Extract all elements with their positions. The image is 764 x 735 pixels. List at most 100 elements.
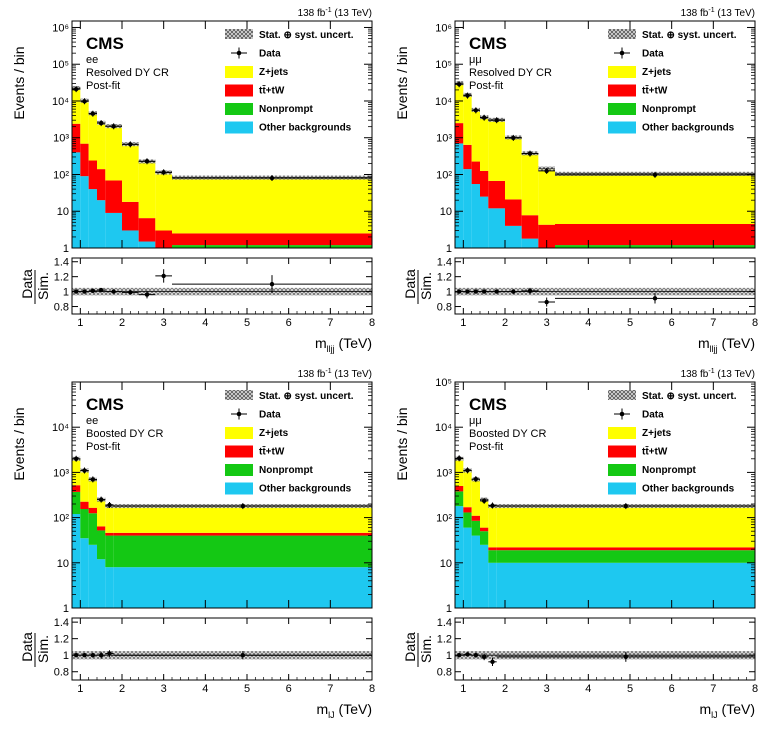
x-tick-label: 7 [327, 317, 333, 329]
fit-label: Post-fit [86, 80, 120, 92]
lumi-value: 138 fb [298, 369, 326, 380]
data-point [82, 99, 87, 104]
lumi-value: 138 fb [681, 369, 709, 380]
x-tick-label: 8 [752, 317, 758, 329]
y-tick-label: 10 [57, 558, 69, 570]
x-tick-label: 7 [710, 683, 716, 695]
bar-z-jets [97, 122, 106, 170]
x-tick-label: 6 [286, 683, 292, 695]
legend: Stat. ⊕ syst. uncert. Data Z+jets tt̄+tW Non… [608, 390, 737, 495]
y-tick-label: 10⁴ [435, 422, 452, 434]
legend-swatch-uncertainty [608, 390, 636, 400]
bar-other-backgrounds [80, 176, 89, 248]
y-tick-label: 10⁵ [435, 377, 452, 389]
x-tick-label: 7 [710, 317, 716, 329]
data-point [465, 93, 470, 98]
ratio-frame [71, 257, 373, 315]
bar-nonprompt [105, 535, 114, 568]
lumi-exponent: -1 [708, 7, 714, 14]
ratio-point [90, 288, 96, 294]
ratio-point [98, 653, 104, 658]
x-axis-subscript: lJ [328, 710, 335, 720]
bar-nonprompt [113, 535, 373, 568]
ratio-point [481, 654, 487, 660]
bar-tt-tw [538, 224, 555, 248]
bar-z-jets [80, 470, 89, 502]
x-axis-label: mlJ (TeV) [699, 701, 755, 720]
bar-other-backgrounds [488, 562, 497, 608]
y-tick-label: 1 [63, 243, 69, 255]
data-point [144, 158, 150, 164]
bar-other-backgrounds [455, 506, 464, 608]
data-point [623, 503, 629, 509]
bar-nonprompt [555, 245, 755, 248]
legend-data-marker [236, 411, 242, 417]
bar-nonprompt [455, 491, 464, 507]
ratio-y-tick-label: 1.2 [54, 634, 69, 646]
bar-other-backgrounds [471, 535, 480, 608]
x-tick-label: 3 [544, 683, 550, 695]
legend-label: Data [642, 410, 664, 421]
bar-z-jets [122, 144, 139, 202]
x-tick-label: 5 [244, 683, 250, 695]
bar-z-jets [471, 479, 480, 516]
x-tick-label: 6 [669, 317, 675, 329]
ratio-point [481, 289, 487, 294]
x-tick-label: 4 [585, 317, 591, 329]
data-point [527, 151, 533, 156]
data-point [240, 503, 246, 509]
bar-tt-tw [455, 486, 464, 492]
bar-tt-tw [88, 160, 97, 190]
cms-logo-text: CMS [86, 395, 124, 414]
x-axis-unit: (TeV) [335, 701, 372, 717]
legend-label: Other backgrounds [259, 484, 352, 495]
y-tick-label: 1 [446, 603, 452, 615]
lumi-exponent: -1 [325, 7, 331, 14]
bar-z-jets [80, 100, 89, 144]
ratio-point [652, 296, 658, 301]
legend-label: Nonprompt [259, 104, 314, 115]
bar-z-jets [97, 499, 106, 527]
x-axis-label: mlJ (TeV) [316, 701, 372, 720]
bar-other-backgrounds [97, 559, 106, 608]
bar-other-backgrounds [88, 189, 97, 248]
channel-label: μμ [469, 54, 482, 66]
data-point [544, 168, 549, 174]
chart-panel-1: 1 10 10² 10³ 10⁴ 10⁵ 10⁶ 0.8 1 1.2 1.4 1 2 3 4 5 6 7 8 Data… [11, 7, 375, 354]
bar-nonprompt [88, 513, 97, 545]
legend-swatch [608, 121, 636, 134]
data-point [456, 82, 462, 87]
channel-label: ee [86, 54, 98, 66]
ratio-y-tick-label: 1.2 [54, 272, 69, 284]
x-tick-label: 2 [502, 317, 508, 329]
bar-other-backgrounds [455, 143, 464, 248]
legend-label: tt̄+tW [642, 85, 668, 97]
legend-swatch [225, 482, 253, 495]
bar-other-backgrounds [138, 241, 156, 248]
data-point [111, 124, 116, 129]
bar-z-jets [505, 137, 522, 200]
lumi-energy: (13 TeV) [332, 8, 372, 19]
legend-swatch [608, 103, 636, 115]
legend-label: Other backgrounds [642, 484, 735, 495]
channel-label: μμ [469, 415, 482, 427]
ratio-point [465, 289, 470, 294]
bar-other-backgrounds [72, 152, 81, 248]
data-point [73, 456, 79, 461]
bar-z-jets [480, 499, 489, 528]
x-tick-label: 1 [77, 317, 83, 329]
legend-swatch [225, 445, 253, 458]
ratio-frame [454, 617, 756, 681]
y-axis-label: Events / bin [11, 46, 27, 119]
ratio-point [511, 289, 516, 294]
data-point [82, 468, 87, 473]
legend-label: tt̄+tW [259, 446, 285, 458]
legend-swatch [225, 66, 253, 78]
bar-tt-tw [488, 547, 497, 551]
cms-logo-text: CMS [86, 34, 124, 53]
x-tick-label: 3 [161, 683, 167, 695]
legend-swatch [225, 121, 253, 134]
ratio-y-tick-label: 0.8 [437, 667, 452, 679]
data-point [90, 477, 96, 482]
